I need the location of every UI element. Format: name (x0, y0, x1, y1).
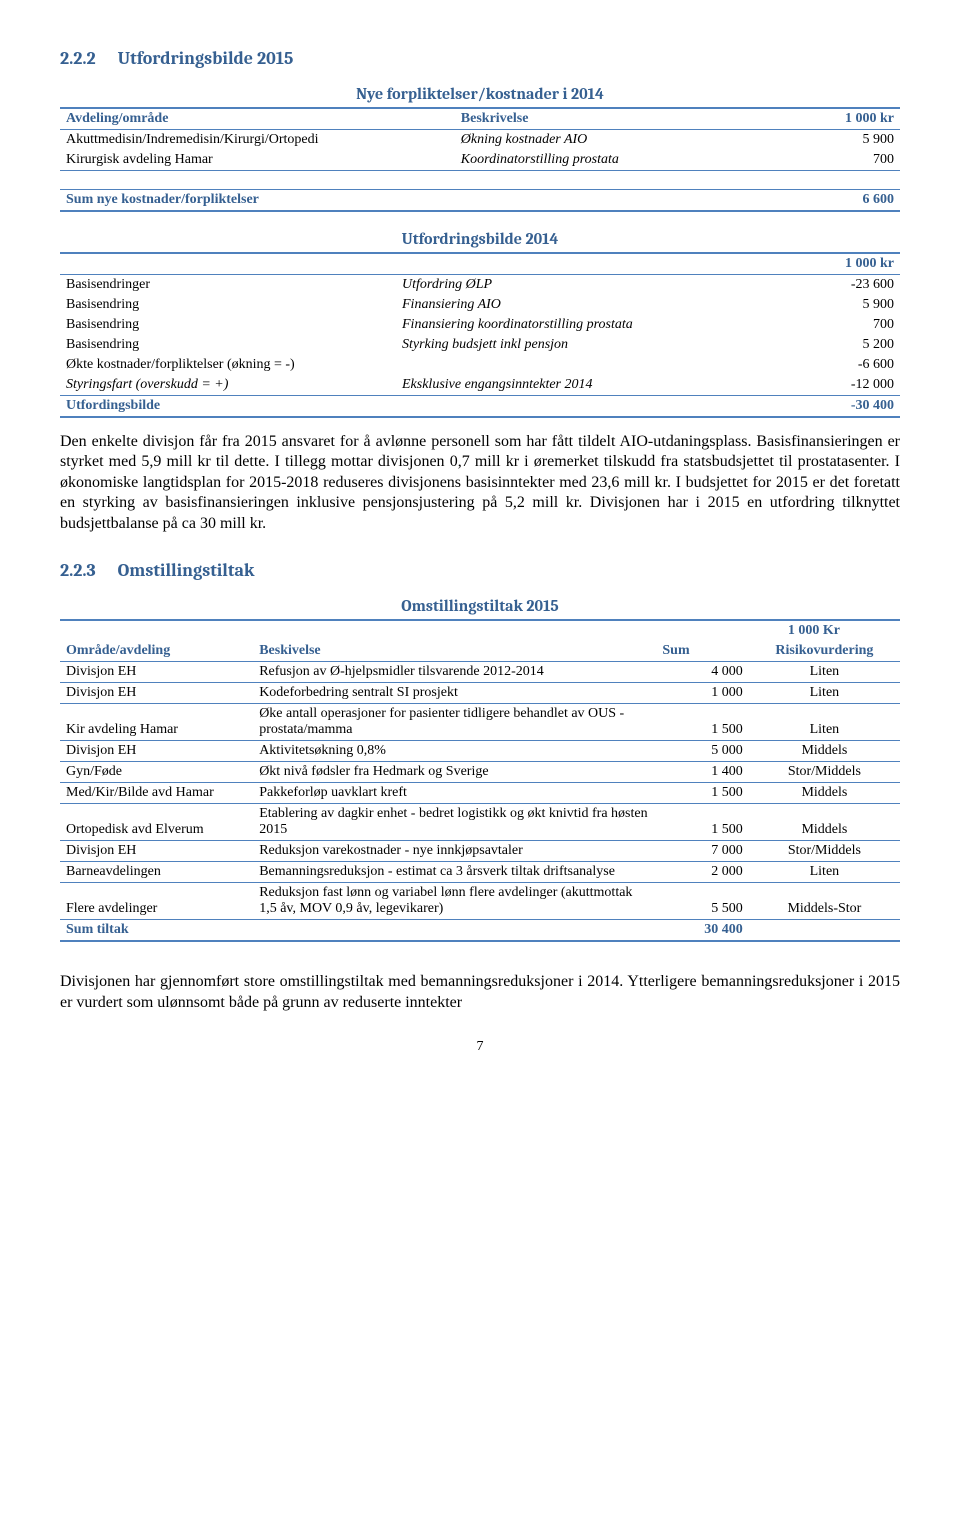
table1-sum-label: Sum nye kostnader/forpliktelser (60, 190, 774, 212)
table3-cell: 1 400 (656, 762, 748, 783)
section-title: Utfordringsbilde 2015 (118, 48, 294, 69)
table3-header-desc: Beskivelse (253, 641, 656, 662)
table3-cell: 1 500 (656, 783, 748, 804)
table3-cell: Kodeforbedring sentralt SI prosjekt (253, 683, 656, 704)
table3-cell: 2 000 (656, 862, 748, 883)
table3-cell: Aktivitetsøkning 0,8% (253, 741, 656, 762)
table3-cell: 4 000 (656, 662, 748, 683)
table2-sum-val: -30 400 (774, 396, 900, 418)
table3-cell: Divisjon EH (60, 683, 253, 704)
table3-cell: Divisjon EH (60, 841, 253, 862)
table3-cell: Flere avdelinger (60, 883, 253, 920)
table3-cell: Middels (749, 804, 900, 841)
paragraph-1: Den enkelte divisjon får fra 2015 ansvar… (60, 432, 900, 534)
section-number: 2.2.2 (60, 48, 96, 69)
table1-header-area: Avdeling/område (60, 108, 455, 130)
table3-cell: Divisjon EH (60, 662, 253, 683)
table2-cell: Finansiering AIO (396, 295, 774, 315)
table2-cell: -23 600 (774, 275, 900, 296)
table2-cell: Styringsfart (overskudd = +) (60, 375, 396, 396)
table3-cell: Reduksjon fast lønn og variabel lønn fle… (253, 883, 656, 920)
table2-cell: Basisendringer (60, 275, 396, 296)
section-number: 2.2.3 (60, 560, 96, 581)
table2-cell: 5 900 (774, 295, 900, 315)
table3-cell: Liten (749, 683, 900, 704)
table3-cell: Gyn/Føde (60, 762, 253, 783)
table3-header-val: 1 000 Kr (656, 620, 900, 641)
table1-cell: Akuttmedisin/Indremedisin/Kirurgi/Ortope… (60, 130, 455, 151)
table3-cell: Pakkeforløp uavklart kreft (253, 783, 656, 804)
table3-cell: Stor/Middels (749, 762, 900, 783)
table2: 1 000 kr BasisendringerUtfordring ØLP-23… (60, 252, 900, 418)
table2-cell: Basisendring (60, 315, 396, 335)
table3-header-risk: Risikovurdering (749, 641, 900, 662)
table3-cell: Stor/Middels (749, 841, 900, 862)
table3-cell: Bemanningsreduksjon - estimat ca 3 årsve… (253, 862, 656, 883)
table2-cell: 700 (774, 315, 900, 335)
table2-cell: -6 600 (774, 355, 900, 375)
table3-cell: Middels-Stor (749, 883, 900, 920)
table3-header-sum: Sum (656, 641, 748, 662)
table3: 1 000 Kr Område/avdeling Beskivelse Sum … (60, 619, 900, 942)
table3-cell: Reduksjon varekostnader - nye innkjøpsav… (253, 841, 656, 862)
table3-cell: Kir avdeling Hamar (60, 704, 253, 741)
table3-cell: 5 500 (656, 883, 748, 920)
table3-cell: Middels (749, 783, 900, 804)
table3-sum-val: 30 400 (656, 920, 748, 942)
table3-cell: Liten (749, 704, 900, 741)
table1-cell: Kirurgisk avdeling Hamar (60, 150, 455, 171)
table2-cell: Finansiering koordinatorstilling prostat… (396, 315, 774, 335)
table2-cell: 5 200 (774, 335, 900, 355)
table2-cell: Utfordring ØLP (396, 275, 774, 296)
table2-cell (396, 355, 774, 375)
table3-cell: Etablering av dagkir enhet - bedret logi… (253, 804, 656, 841)
table3-cell: Med/Kir/Bilde avd Hamar (60, 783, 253, 804)
table3-sum-label: Sum tiltak (60, 920, 656, 942)
table3-cell: Divisjon EH (60, 741, 253, 762)
table2-cell: Basisendring (60, 295, 396, 315)
table1-title: Nye forpliktelser/kostnader i 2014 (60, 85, 900, 103)
table1-cell: 700 (774, 150, 900, 171)
table3-header-area: Område/avdeling (60, 641, 253, 662)
table3-cell: Øke antall operasjoner for pasienter tid… (253, 704, 656, 741)
table2-cell: Styrking budsjett inkl pensjon (396, 335, 774, 355)
table3-cell: 7 000 (656, 841, 748, 862)
table1-cell: Økning kostnader AIO (455, 130, 774, 151)
table3-cell: Økt nivå fødsler fra Hedmark og Sverige (253, 762, 656, 783)
table3-cell: Liten (749, 662, 900, 683)
table2-cell: Basisendring (60, 335, 396, 355)
table1-cell: Koordinatorstilling prostata (455, 150, 774, 171)
section-heading-222: 2.2.2 Utfordringsbilde 2015 (60, 48, 900, 69)
table3-cell: Liten (749, 862, 900, 883)
table2-cell: -12 000 (774, 375, 900, 396)
table2-sum-label: Utfordingsbilde (60, 396, 774, 418)
section-title: Omstillingstiltak (118, 560, 255, 581)
paragraph-2: Divisjonen har gjennomført store omstill… (60, 972, 900, 1013)
table3-cell: 5 000 (656, 741, 748, 762)
table2-header-val: 1 000 kr (774, 253, 900, 275)
table1: Avdeling/område Beskrivelse 1 000 kr Aku… (60, 107, 900, 212)
table3-cell: Barneavdelingen (60, 862, 253, 883)
table3-cell: Refusjon av Ø-hjelpsmidler tilsvarende 2… (253, 662, 656, 683)
table1-header-val: 1 000 kr (774, 108, 900, 130)
table3-title: Omstillingstiltak 2015 (60, 597, 900, 615)
table2-title: Utfordringsbilde 2014 (60, 230, 900, 248)
section-heading-223: 2.2.3 Omstillingstiltak (60, 560, 900, 581)
page-number: 7 (60, 1039, 900, 1055)
table1-header-desc: Beskrivelse (455, 108, 774, 130)
table2-cell: Økte kostnader/forpliktelser (økning = -… (60, 355, 396, 375)
table2-cell: Eksklusive engangsinntekter 2014 (396, 375, 774, 396)
table3-cell: Ortopedisk avd Elverum (60, 804, 253, 841)
table3-cell: 1 500 (656, 804, 748, 841)
table3-cell: 1 000 (656, 683, 748, 704)
table1-cell: 5 900 (774, 130, 900, 151)
table3-cell: Middels (749, 741, 900, 762)
table1-sum-val: 6 600 (774, 190, 900, 212)
table3-cell: 1 500 (656, 704, 748, 741)
